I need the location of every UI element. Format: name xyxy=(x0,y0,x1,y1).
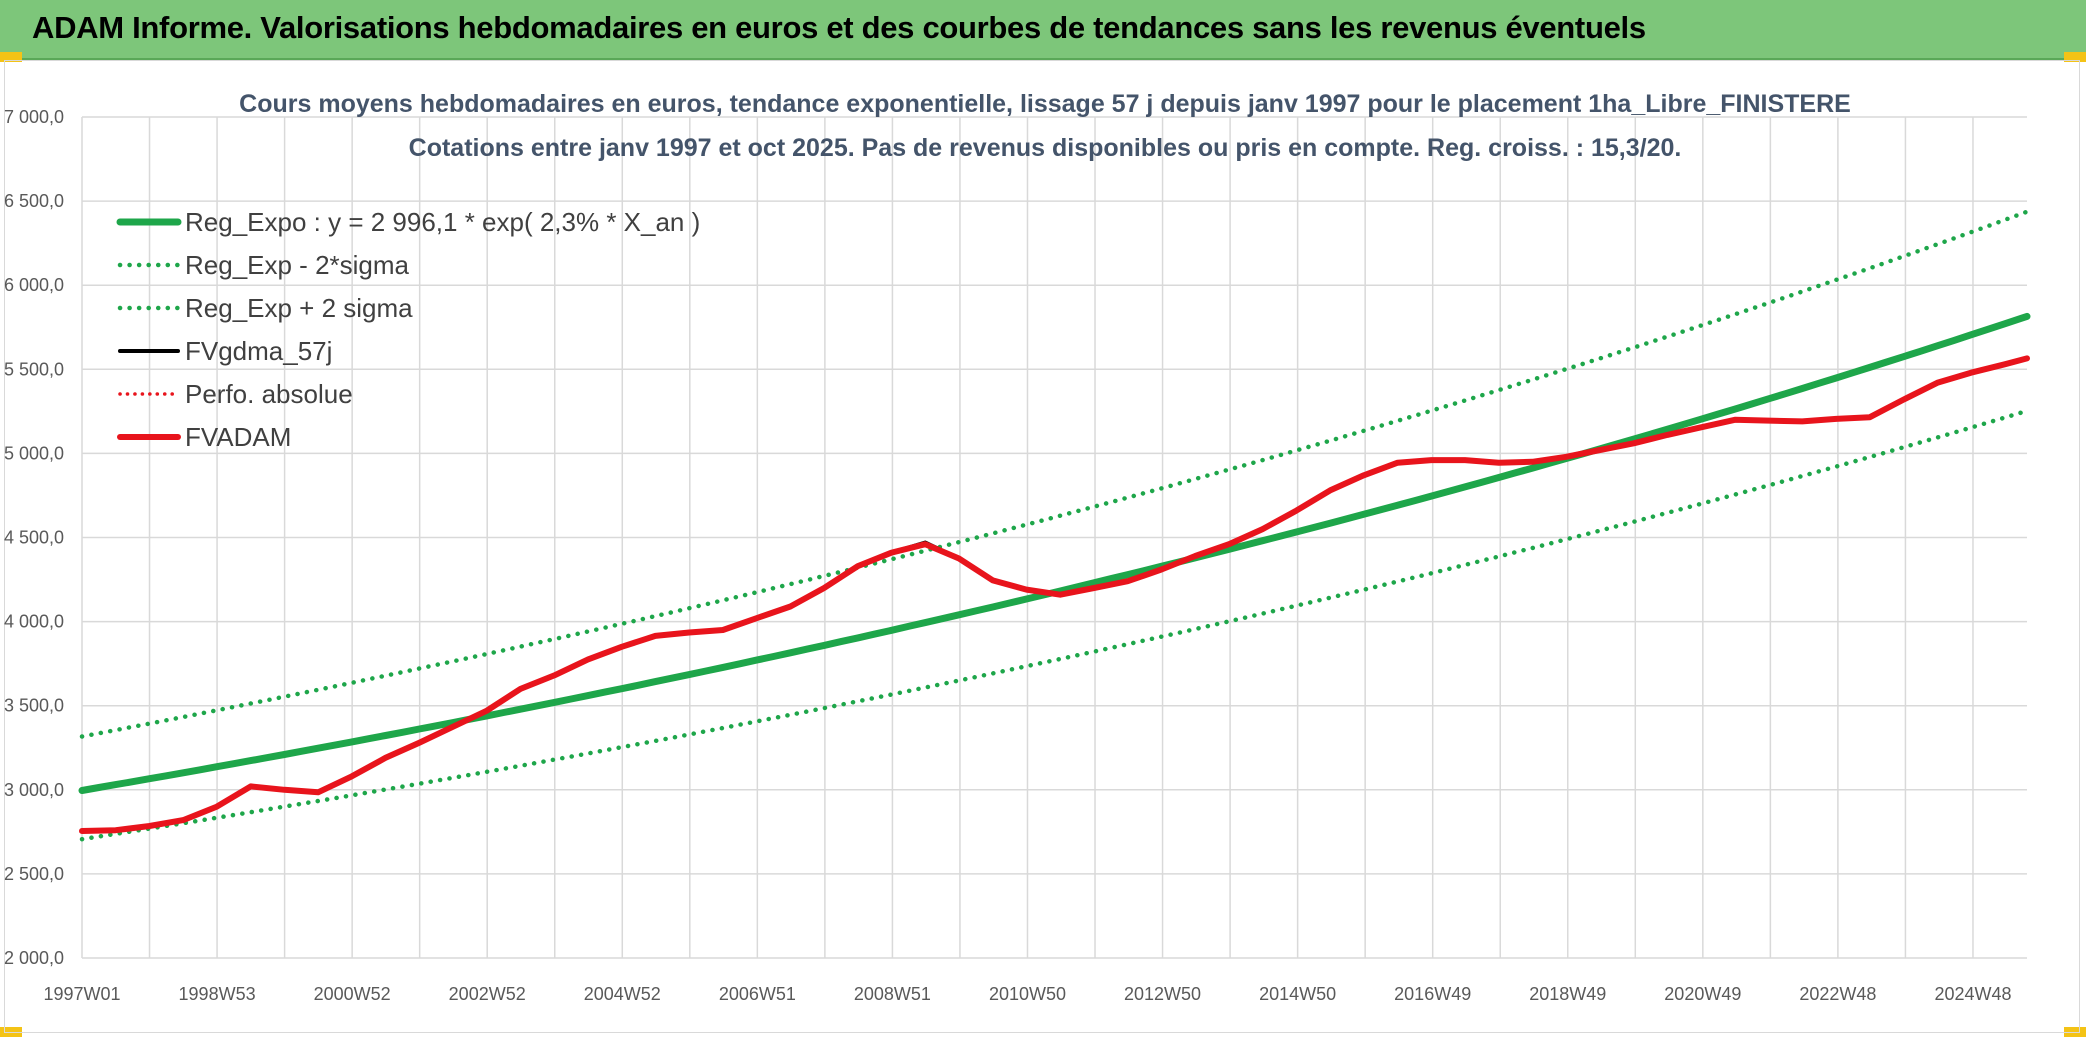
report-banner: ADAM Informe. Valorisations hebdomadaire… xyxy=(0,0,2086,60)
chart-subtitle: Cotations entre janv 1997 et oct 2025. P… xyxy=(409,134,1682,162)
legend-label: Reg_Exp + 2 sigma xyxy=(185,293,413,323)
y-tick-label: 4 500,0 xyxy=(4,528,64,548)
y-tick-label: 5 000,0 xyxy=(4,443,64,463)
x-axis-ticks: 1997W01 1998W53 2000W52 2002W52 2004W52 2006W… xyxy=(43,984,2011,1004)
x-tick-label: 2024W48 xyxy=(1934,984,2011,1004)
legend-label: Reg_Exp - 2*sigma xyxy=(185,250,410,280)
x-tick-label: 2000W52 xyxy=(314,984,391,1004)
x-tick-label: 1997W01 xyxy=(43,984,120,1004)
chart-title: Cours moyens hebdomadaires en euros, ten… xyxy=(239,90,1851,118)
x-tick-label: 2006W51 xyxy=(719,984,796,1004)
legend-label: Reg_Expo : y = 2 996,1 * exp( 2,3% * X_a… xyxy=(185,207,700,237)
x-tick-label: 2008W51 xyxy=(854,984,931,1004)
report-title: ADAM Informe. Valorisations hebdomadaire… xyxy=(32,10,1646,45)
legend: Reg_Expo : y = 2 996,1 * exp( 2,3% * X_a… xyxy=(116,207,700,452)
x-tick-label: 2016W49 xyxy=(1394,984,1471,1004)
x-tick-label: 2012W50 xyxy=(1124,984,1201,1004)
corner-marker-top-left xyxy=(0,52,22,62)
legend-label: FVgdma_57j xyxy=(185,336,332,366)
series-line-reg-exp-2-sigma xyxy=(79,209,2030,739)
corner-marker-top-right xyxy=(2064,52,2086,62)
series-line-fvadam xyxy=(79,355,2030,834)
y-tick-label: 2 500,0 xyxy=(4,864,64,884)
legend-label: Perfo. absolue xyxy=(185,379,353,409)
x-tick-label: 2018W49 xyxy=(1529,984,1606,1004)
x-tick-label: 1998W53 xyxy=(179,984,256,1004)
chart-frame xyxy=(4,60,2080,1033)
y-tick-label: 6 000,0 xyxy=(4,275,64,295)
y-tick-label: 4 000,0 xyxy=(4,612,64,632)
x-tick-label: 2004W52 xyxy=(584,984,661,1004)
x-tick-label: 2022W48 xyxy=(1799,984,1876,1004)
y-tick-label: 6 500,0 xyxy=(4,191,64,211)
x-tick-label: 2010W50 xyxy=(989,984,1066,1004)
y-tick-label: 7 000,0 xyxy=(4,107,64,127)
y-axis-ticks: 2 000,0 2 500,0 3 000,0 3 500,0 4 000,0 4 500… xyxy=(4,107,64,968)
series-lines xyxy=(78,209,2031,842)
y-tick-label: 5 500,0 xyxy=(4,359,64,379)
y-tick-label: 2 000,0 xyxy=(4,948,64,968)
y-tick-label: 3 500,0 xyxy=(4,696,64,716)
series-line-reg-exp-2-sigma xyxy=(79,408,2030,842)
legend-label: FVADAM xyxy=(185,422,291,452)
x-tick-label: 2014W50 xyxy=(1259,984,1336,1004)
y-tick-label: 3 000,0 xyxy=(4,780,64,800)
x-tick-label: 2020W49 xyxy=(1664,984,1741,1004)
x-tick-label: 2002W52 xyxy=(449,984,526,1004)
gridlines xyxy=(81,116,2027,959)
series-line-reg-expo-y-2-996-1-exp-2-3-x-an xyxy=(78,312,2031,794)
